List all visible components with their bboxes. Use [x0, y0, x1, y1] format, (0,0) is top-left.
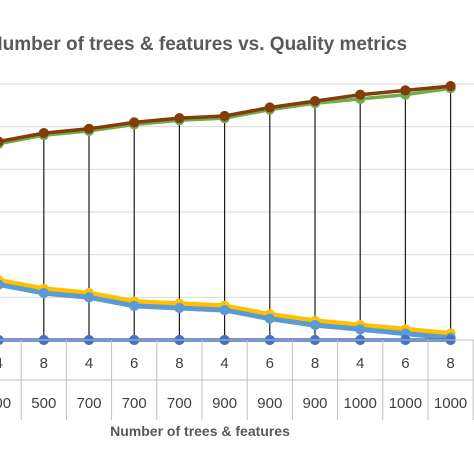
data-point — [264, 102, 275, 113]
data-point — [83, 292, 95, 303]
data-point — [445, 81, 456, 92]
tick-label-trees: 700 — [167, 395, 192, 412]
data-point — [219, 305, 230, 316]
tick-label-trees: 700 — [76, 395, 101, 412]
tick-label-features: 8 — [40, 355, 48, 372]
data-point — [83, 123, 95, 134]
tick-label-trees: 900 — [212, 395, 237, 412]
tick-label-trees: 500 — [31, 395, 56, 412]
category-axis: 4 500 8 500 4 700 6 700 8 700 4 900 6 900 8 900 4 1000 6 10… — [0, 339, 474, 420]
data-point — [174, 113, 185, 124]
data-point — [355, 89, 366, 100]
series-4 — [0, 279, 456, 343]
tick-label-trees: 900 — [302, 395, 327, 412]
data-point — [400, 85, 411, 96]
data-point — [219, 110, 230, 122]
tick-label-features: 4 — [220, 355, 228, 372]
tick-label-features: 4 — [356, 355, 364, 372]
tick-label-trees: 500 — [0, 395, 11, 412]
series-group — [0, 81, 456, 346]
tick-label-features: 4 — [85, 355, 93, 372]
tick-label-features: 4 — [0, 355, 3, 372]
tick-label-features: 8 — [311, 355, 319, 372]
chart-title: Number of trees & features vs. Quality m… — [0, 34, 407, 55]
data-point — [264, 313, 275, 324]
data-point — [355, 324, 366, 335]
tick-label-trees: 700 — [122, 395, 147, 412]
tick-label-features: 8 — [446, 355, 454, 372]
tick-label-features: 6 — [266, 355, 274, 372]
x-axis-title: Number of trees & features — [110, 423, 290, 439]
data-point — [309, 319, 321, 331]
tick-label-features: 6 — [401, 355, 409, 372]
tick-label-features: 6 — [130, 355, 138, 372]
tick-label-trees: 1000 — [344, 395, 377, 412]
data-point — [0, 279, 4, 290]
data-point — [309, 95, 321, 107]
tick-label-trees: 1000 — [434, 395, 467, 412]
data-point — [38, 127, 49, 139]
tick-label-trees: 1000 — [389, 395, 422, 412]
tick-label-features: 8 — [175, 355, 183, 372]
data-point — [174, 302, 185, 314]
gridlines — [0, 83, 474, 298]
series-1 — [0, 81, 456, 147]
data-point — [129, 117, 140, 128]
data-point — [129, 300, 140, 311]
data-point — [38, 287, 49, 299]
data-point — [0, 136, 4, 147]
tick-label-trees: 900 — [257, 395, 282, 412]
